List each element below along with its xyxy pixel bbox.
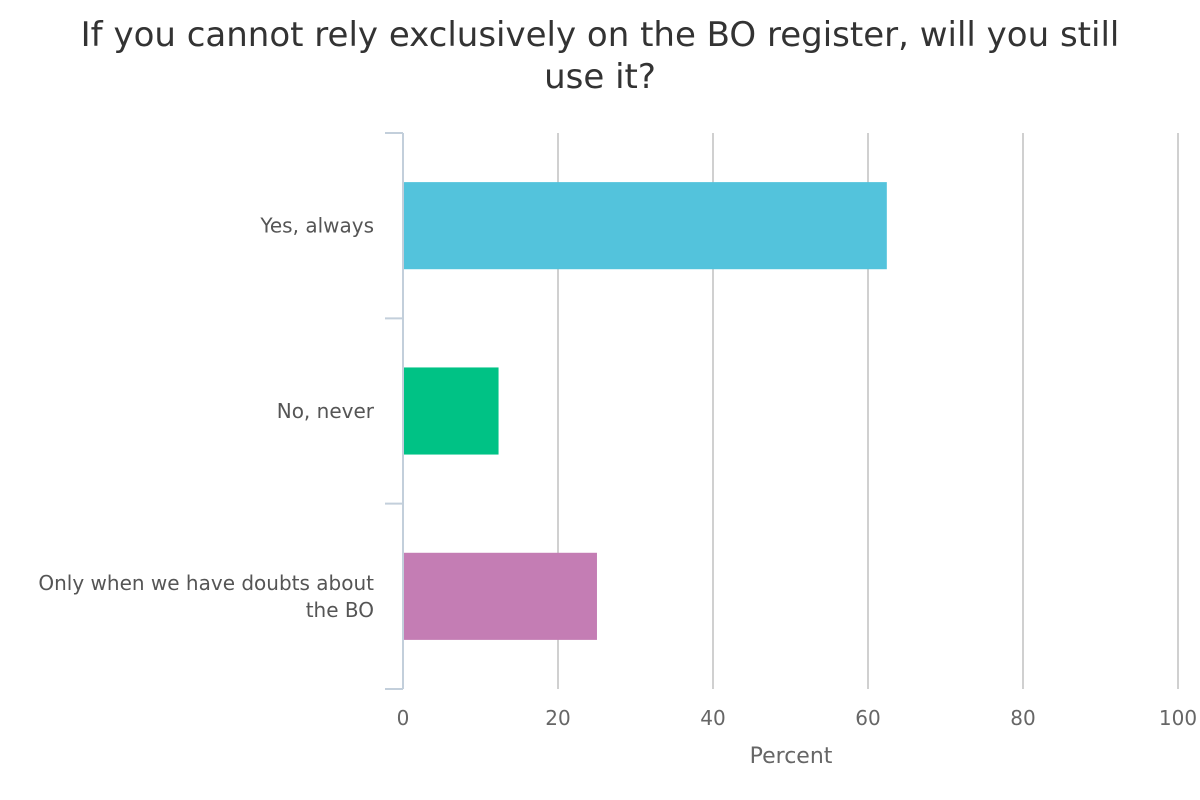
x-tick-label: 0: [397, 706, 410, 730]
bars: [404, 182, 887, 640]
x-tick-label: 60: [855, 706, 880, 730]
category-label: No, never: [277, 399, 375, 423]
chart-title: If you cannot rely exclusively on the BO…: [80, 15, 1120, 97]
x-tick-labels: 0 20 40 60 80 100: [397, 706, 1197, 730]
category-label: Yes, always: [259, 214, 374, 238]
category-labels: Yes, always No, never Only when we have do…: [38, 214, 374, 622]
x-tick-label: 40: [700, 706, 725, 730]
x-tick-label: 100: [1159, 706, 1197, 730]
x-tick-label: 80: [1010, 706, 1035, 730]
x-tick-label: 20: [545, 706, 570, 730]
y-axis: [385, 132, 404, 690]
bar-1: [404, 182, 887, 270]
bar-3: [404, 552, 597, 640]
category-label: Only when we have doubts about the BO: [38, 571, 374, 622]
x-axis-title: Percent: [750, 744, 833, 769]
bar-2: [404, 367, 499, 455]
